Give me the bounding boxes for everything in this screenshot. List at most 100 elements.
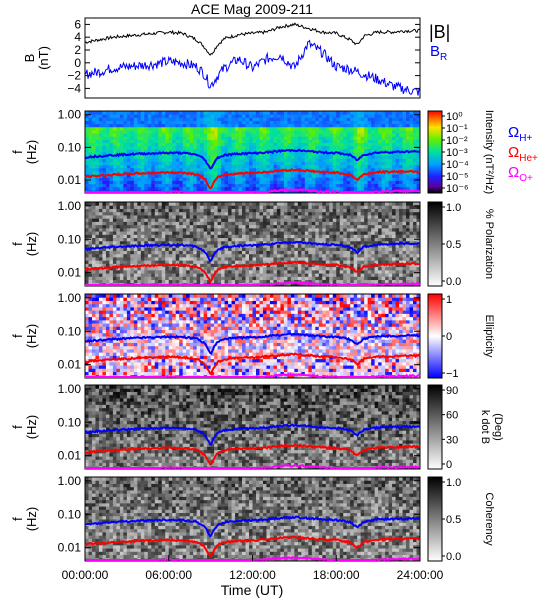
spectro-cell [182, 253, 187, 258]
spectro-cell [193, 231, 198, 235]
spectro-cell [402, 155, 407, 159]
spectro-cell [140, 231, 145, 235]
spectro-cell [123, 136, 128, 140]
panel-3: 1.000.100.01f (Hz) [10, 199, 421, 287]
spectro-cell [214, 211, 219, 216]
spectro-cell [172, 250, 177, 255]
spectro-cell [297, 145, 302, 150]
spectro-cell [154, 276, 159, 281]
spectro-cell [130, 256, 135, 261]
spectro-cell [346, 276, 351, 281]
spectro-cell [116, 152, 121, 156]
spectro-cell [161, 237, 166, 242]
spectro-cell [245, 177, 250, 181]
spectro-cell [353, 111, 358, 115]
spectro-cell [252, 174, 257, 178]
spectro-cell [290, 170, 295, 175]
spectro-cell [172, 117, 177, 121]
spectro-cell [332, 145, 337, 150]
spectro-cell [154, 253, 159, 258]
spectro-cell [214, 114, 219, 118]
spectro-cell [105, 250, 110, 255]
spectro-cell [116, 227, 121, 232]
spectro-cell [231, 260, 236, 264]
spectro-cell [276, 256, 281, 261]
spectro-cell [242, 202, 247, 206]
spectro-cell [315, 279, 320, 284]
spectro-cell [399, 186, 404, 191]
spectro-cell [378, 256, 383, 261]
spectro-cell [304, 211, 309, 216]
spectro-cell [210, 234, 215, 239]
spectro-cell [367, 279, 372, 284]
spectro-cell [242, 177, 247, 181]
spectro-cell [242, 240, 247, 245]
spectro-cell [217, 211, 222, 216]
spectro-cell [266, 273, 271, 277]
spectro-cell [308, 208, 313, 213]
spectro-cell [105, 117, 110, 121]
panel-1-ytick-label: 2 [74, 43, 81, 57]
spectro-cell [91, 237, 96, 242]
spectro-cell [371, 273, 376, 277]
spectro-cell [381, 177, 386, 181]
spectro-cell [102, 263, 107, 268]
spectro-cell [392, 273, 397, 277]
spectro-cell [385, 256, 390, 261]
spectro-cell [186, 164, 191, 169]
spectro-cell [290, 263, 295, 268]
spectro-cell [238, 211, 243, 216]
spectro-cell [259, 202, 264, 206]
spectro-cell [179, 208, 184, 213]
spectro-cell [283, 139, 288, 144]
spectro-cell [231, 158, 236, 162]
spectro-cell [252, 250, 257, 255]
spectro-cell [147, 164, 152, 169]
spectro-cell [119, 279, 124, 284]
spectro-cell [154, 183, 159, 188]
spectro-cell [200, 276, 205, 281]
spectro-cell [287, 133, 292, 137]
spectro-cell [245, 114, 250, 118]
spectro-cell [360, 227, 365, 232]
spectro-cell [392, 227, 397, 232]
spectro-cell [85, 218, 89, 222]
spectro-cell [322, 224, 327, 229]
spectro-cell [255, 123, 260, 128]
spectro-cell [273, 263, 278, 268]
spectro-cell [308, 161, 313, 166]
spectro-cell [360, 250, 365, 255]
spectro-cell [224, 129, 229, 134]
spectro-cell [168, 211, 173, 216]
spectro-cell [318, 123, 323, 128]
spectro-cell [245, 237, 250, 242]
spectro-cell [385, 234, 390, 239]
spectro-cell [325, 164, 330, 169]
spectro-cell [133, 180, 138, 185]
spectro-cell [158, 164, 163, 169]
spectro-cell [203, 136, 208, 140]
spectro-cell [339, 205, 344, 209]
spectro-cell [203, 167, 208, 172]
spectro-cell [413, 139, 418, 144]
spectro-cell [280, 205, 285, 209]
spectro-cell [360, 221, 365, 226]
spectro-cell [290, 256, 295, 261]
spectro-cell [290, 282, 295, 287]
spectro-cell [297, 224, 302, 229]
spectro-cell [259, 273, 264, 277]
spectro-cell [112, 208, 117, 213]
spectro-cell [325, 114, 330, 118]
spectro-cell [91, 129, 96, 134]
spectro-cell [130, 224, 135, 229]
spectro-cell [189, 211, 194, 216]
spectro-cell [130, 231, 135, 235]
spectro-cell [374, 167, 379, 172]
spectro-cell [360, 276, 365, 281]
spectro-cell [126, 279, 131, 284]
spectro-cell [395, 126, 400, 131]
spectro-cell [308, 133, 313, 137]
spectro-cell [297, 123, 302, 128]
spectro-cell [311, 129, 316, 134]
spectro-cell [325, 273, 330, 277]
